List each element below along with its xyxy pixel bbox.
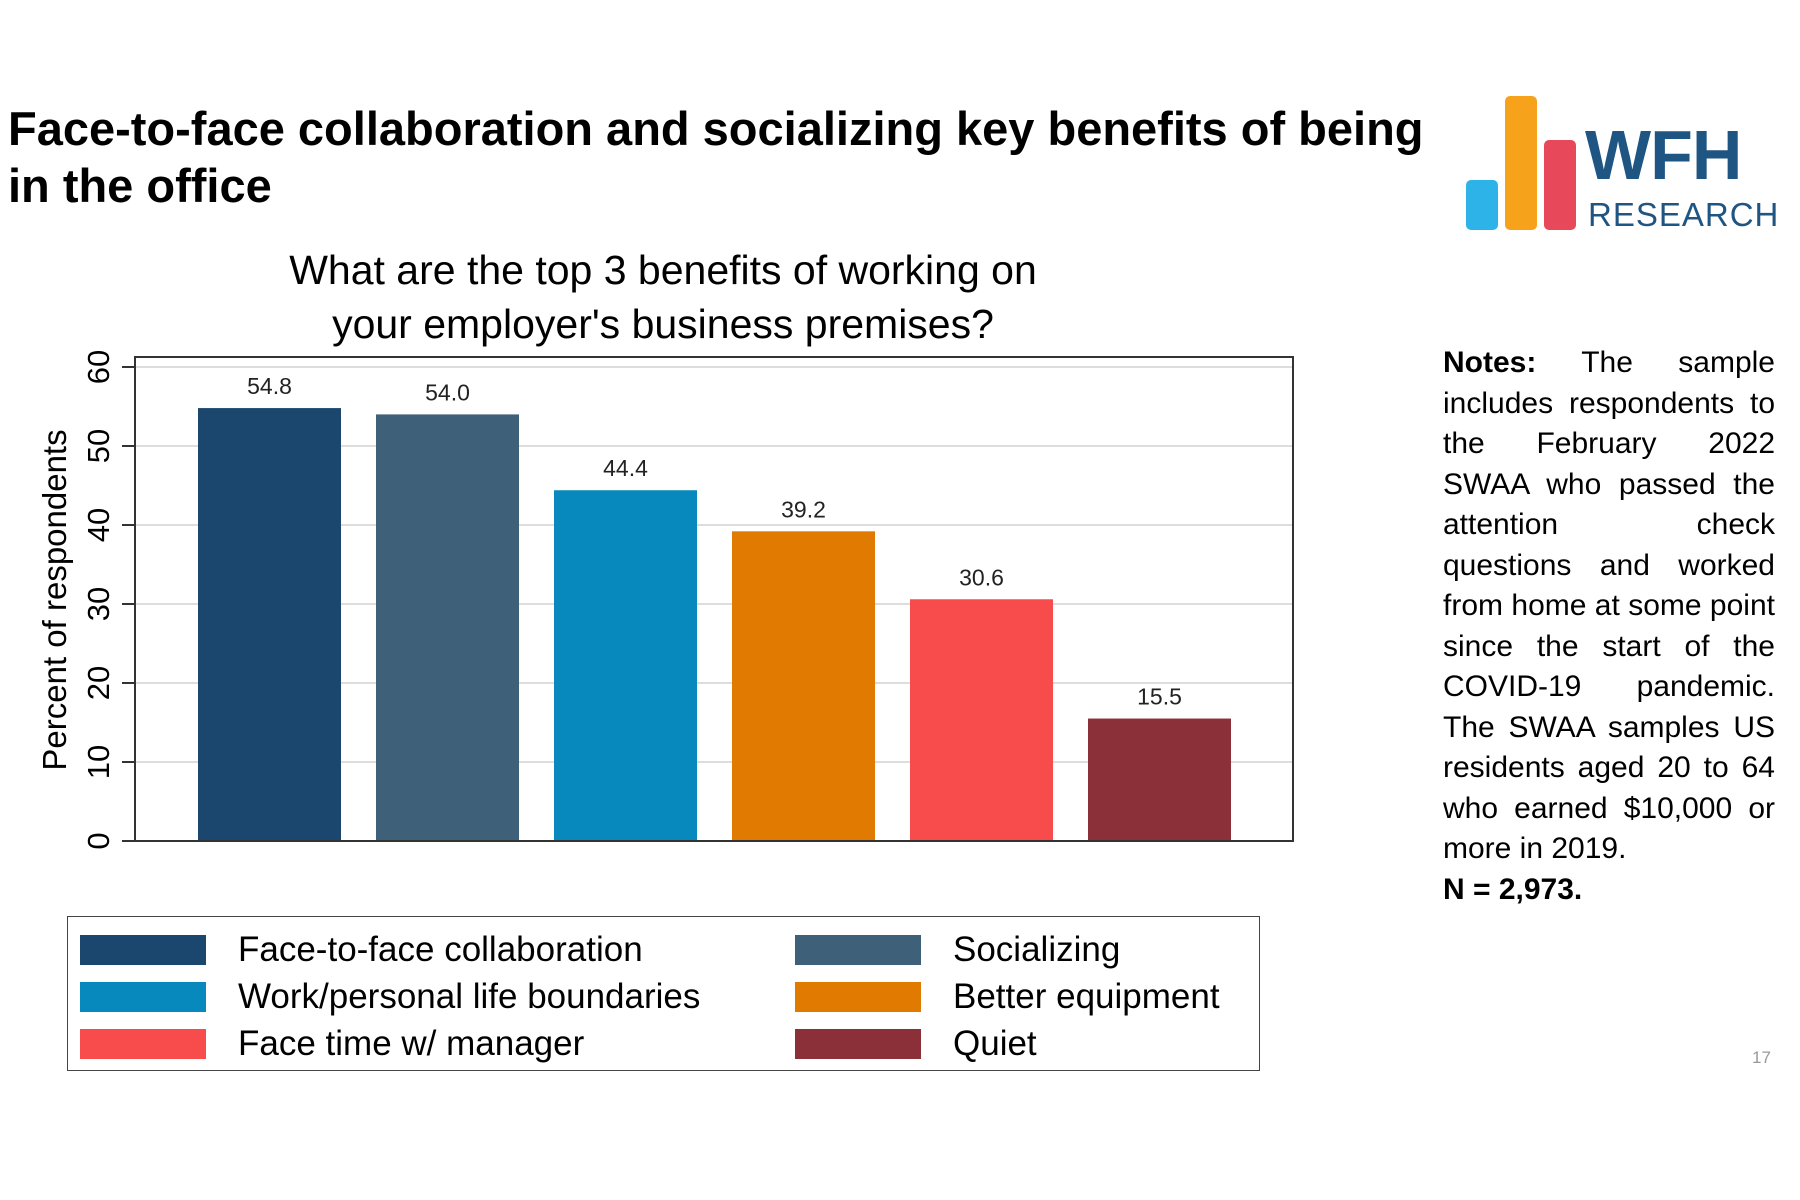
bar-4: [732, 531, 875, 841]
y-tick-label: 30: [81, 587, 116, 621]
data-label: 44.4: [603, 455, 648, 481]
notes-body: The sample includes respondents to the F…: [1443, 346, 1775, 865]
y-tick-label: 10: [81, 745, 116, 779]
data-label: 54.0: [425, 379, 470, 405]
legend-swatch: [795, 1029, 921, 1059]
data-label: 54.8: [247, 373, 292, 399]
legend-swatch: [795, 935, 921, 965]
notes-label: Notes:: [1443, 346, 1537, 379]
logo-bar-blue: [1466, 180, 1498, 230]
bar-2: [376, 414, 519, 841]
wfh-research-logo: WFH RESEARCH: [1460, 90, 1790, 240]
logo-bar-red: [1544, 140, 1576, 230]
notes-text: Notes: The sample includes respondents t…: [1443, 343, 1775, 910]
chart-title-line2: your employer's business premises?: [332, 301, 994, 347]
legend-swatch: [795, 982, 921, 1012]
bar-3: [554, 490, 697, 841]
legend-label: Socializing: [953, 930, 1121, 969]
chart-title-line1: What are the top 3 benefits of working o…: [289, 247, 1037, 293]
slide-title: Face-to-face collaboration and socializi…: [8, 102, 1424, 212]
y-axis-title: Percent of respondents: [36, 429, 73, 770]
chart-legend: Face-to-face collaboration Socializing Wor…: [67, 916, 1260, 1071]
data-label: 39.2: [781, 496, 826, 522]
legend-label: Face time w/ manager: [238, 1024, 585, 1063]
legend-label: Face-to-face collaboration: [238, 930, 643, 969]
logo-text-research: RESEARCH: [1588, 196, 1780, 233]
notes-sample-size: N = 2,973.: [1443, 872, 1583, 906]
y-tick-label: 0: [81, 832, 116, 849]
legend-item: Better equipment: [795, 974, 1220, 1020]
legend-label: Better equipment: [953, 977, 1220, 1016]
bar-6: [1088, 718, 1231, 841]
y-tick-label: 50: [81, 429, 116, 463]
logo-text-wfh: WFH: [1585, 116, 1742, 194]
logo-bar-orange: [1505, 96, 1537, 230]
legend-item: Face time w/ manager: [80, 1021, 584, 1067]
legend-label: Work/personal life boundaries: [238, 977, 701, 1016]
legend-label: Quiet: [953, 1024, 1037, 1063]
legend-swatch: [80, 982, 206, 1012]
legend-item: Socializing: [795, 927, 1120, 973]
y-tick-label: 40: [81, 508, 116, 542]
data-label: 15.5: [1137, 684, 1182, 710]
legend-item: Work/personal life boundaries: [80, 974, 700, 1020]
data-label: 30.6: [959, 564, 1004, 590]
bar-1: [198, 408, 341, 841]
page-number: 17: [1752, 1048, 1771, 1067]
legend-item: Face-to-face collaboration: [80, 927, 643, 973]
legend-swatch: [80, 1029, 206, 1059]
y-tick-label: 60: [81, 350, 116, 384]
legend-item: Quiet: [795, 1021, 1037, 1067]
legend-swatch: [80, 935, 206, 965]
bar-5: [910, 599, 1053, 841]
y-tick-label: 20: [81, 666, 116, 700]
